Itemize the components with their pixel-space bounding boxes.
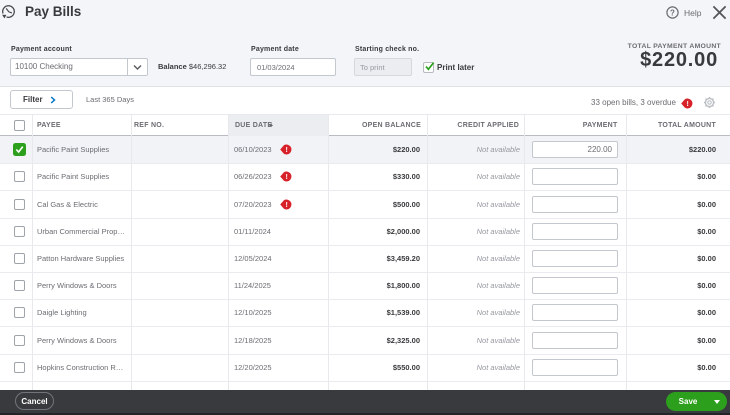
svg-text:!: !: [286, 202, 288, 209]
svg-text:!: !: [286, 147, 288, 154]
svg-text:?: ?: [670, 8, 675, 17]
svg-text:!: !: [286, 174, 288, 181]
svg-text:!: !: [687, 101, 689, 108]
